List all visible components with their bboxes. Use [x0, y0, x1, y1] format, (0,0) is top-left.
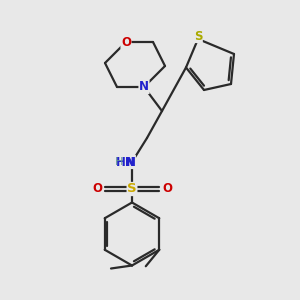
Text: H: H: [115, 157, 124, 167]
Text: N: N: [139, 80, 149, 94]
Text: S: S: [194, 29, 202, 43]
Text: HN: HN: [116, 155, 135, 169]
Text: S: S: [127, 182, 137, 196]
Text: N: N: [125, 155, 136, 169]
Text: O: O: [92, 182, 102, 196]
Text: O: O: [121, 35, 131, 49]
Text: O: O: [162, 182, 172, 196]
